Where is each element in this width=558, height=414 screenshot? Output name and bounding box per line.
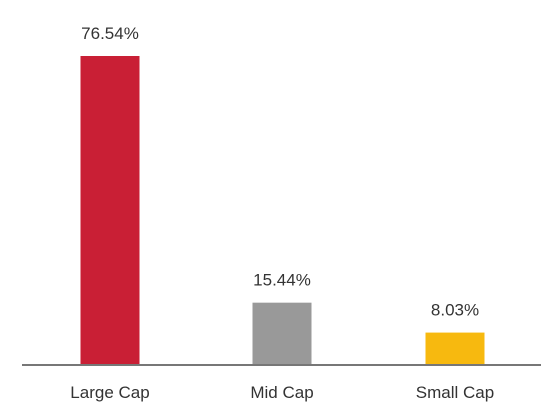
category-label-small-cap: Small Cap [416, 383, 494, 402]
bar-small-cap [425, 332, 485, 365]
category-label-large-cap: Large Cap [70, 383, 149, 402]
value-label-small-cap: 8.03% [431, 301, 479, 320]
category-label-mid-cap: Mid Cap [250, 383, 313, 402]
value-label-mid-cap: 15.44% [253, 271, 311, 290]
value-label-large-cap: 76.54% [81, 24, 139, 43]
bar-mid-cap [252, 302, 312, 365]
bar-large-cap [80, 56, 140, 365]
